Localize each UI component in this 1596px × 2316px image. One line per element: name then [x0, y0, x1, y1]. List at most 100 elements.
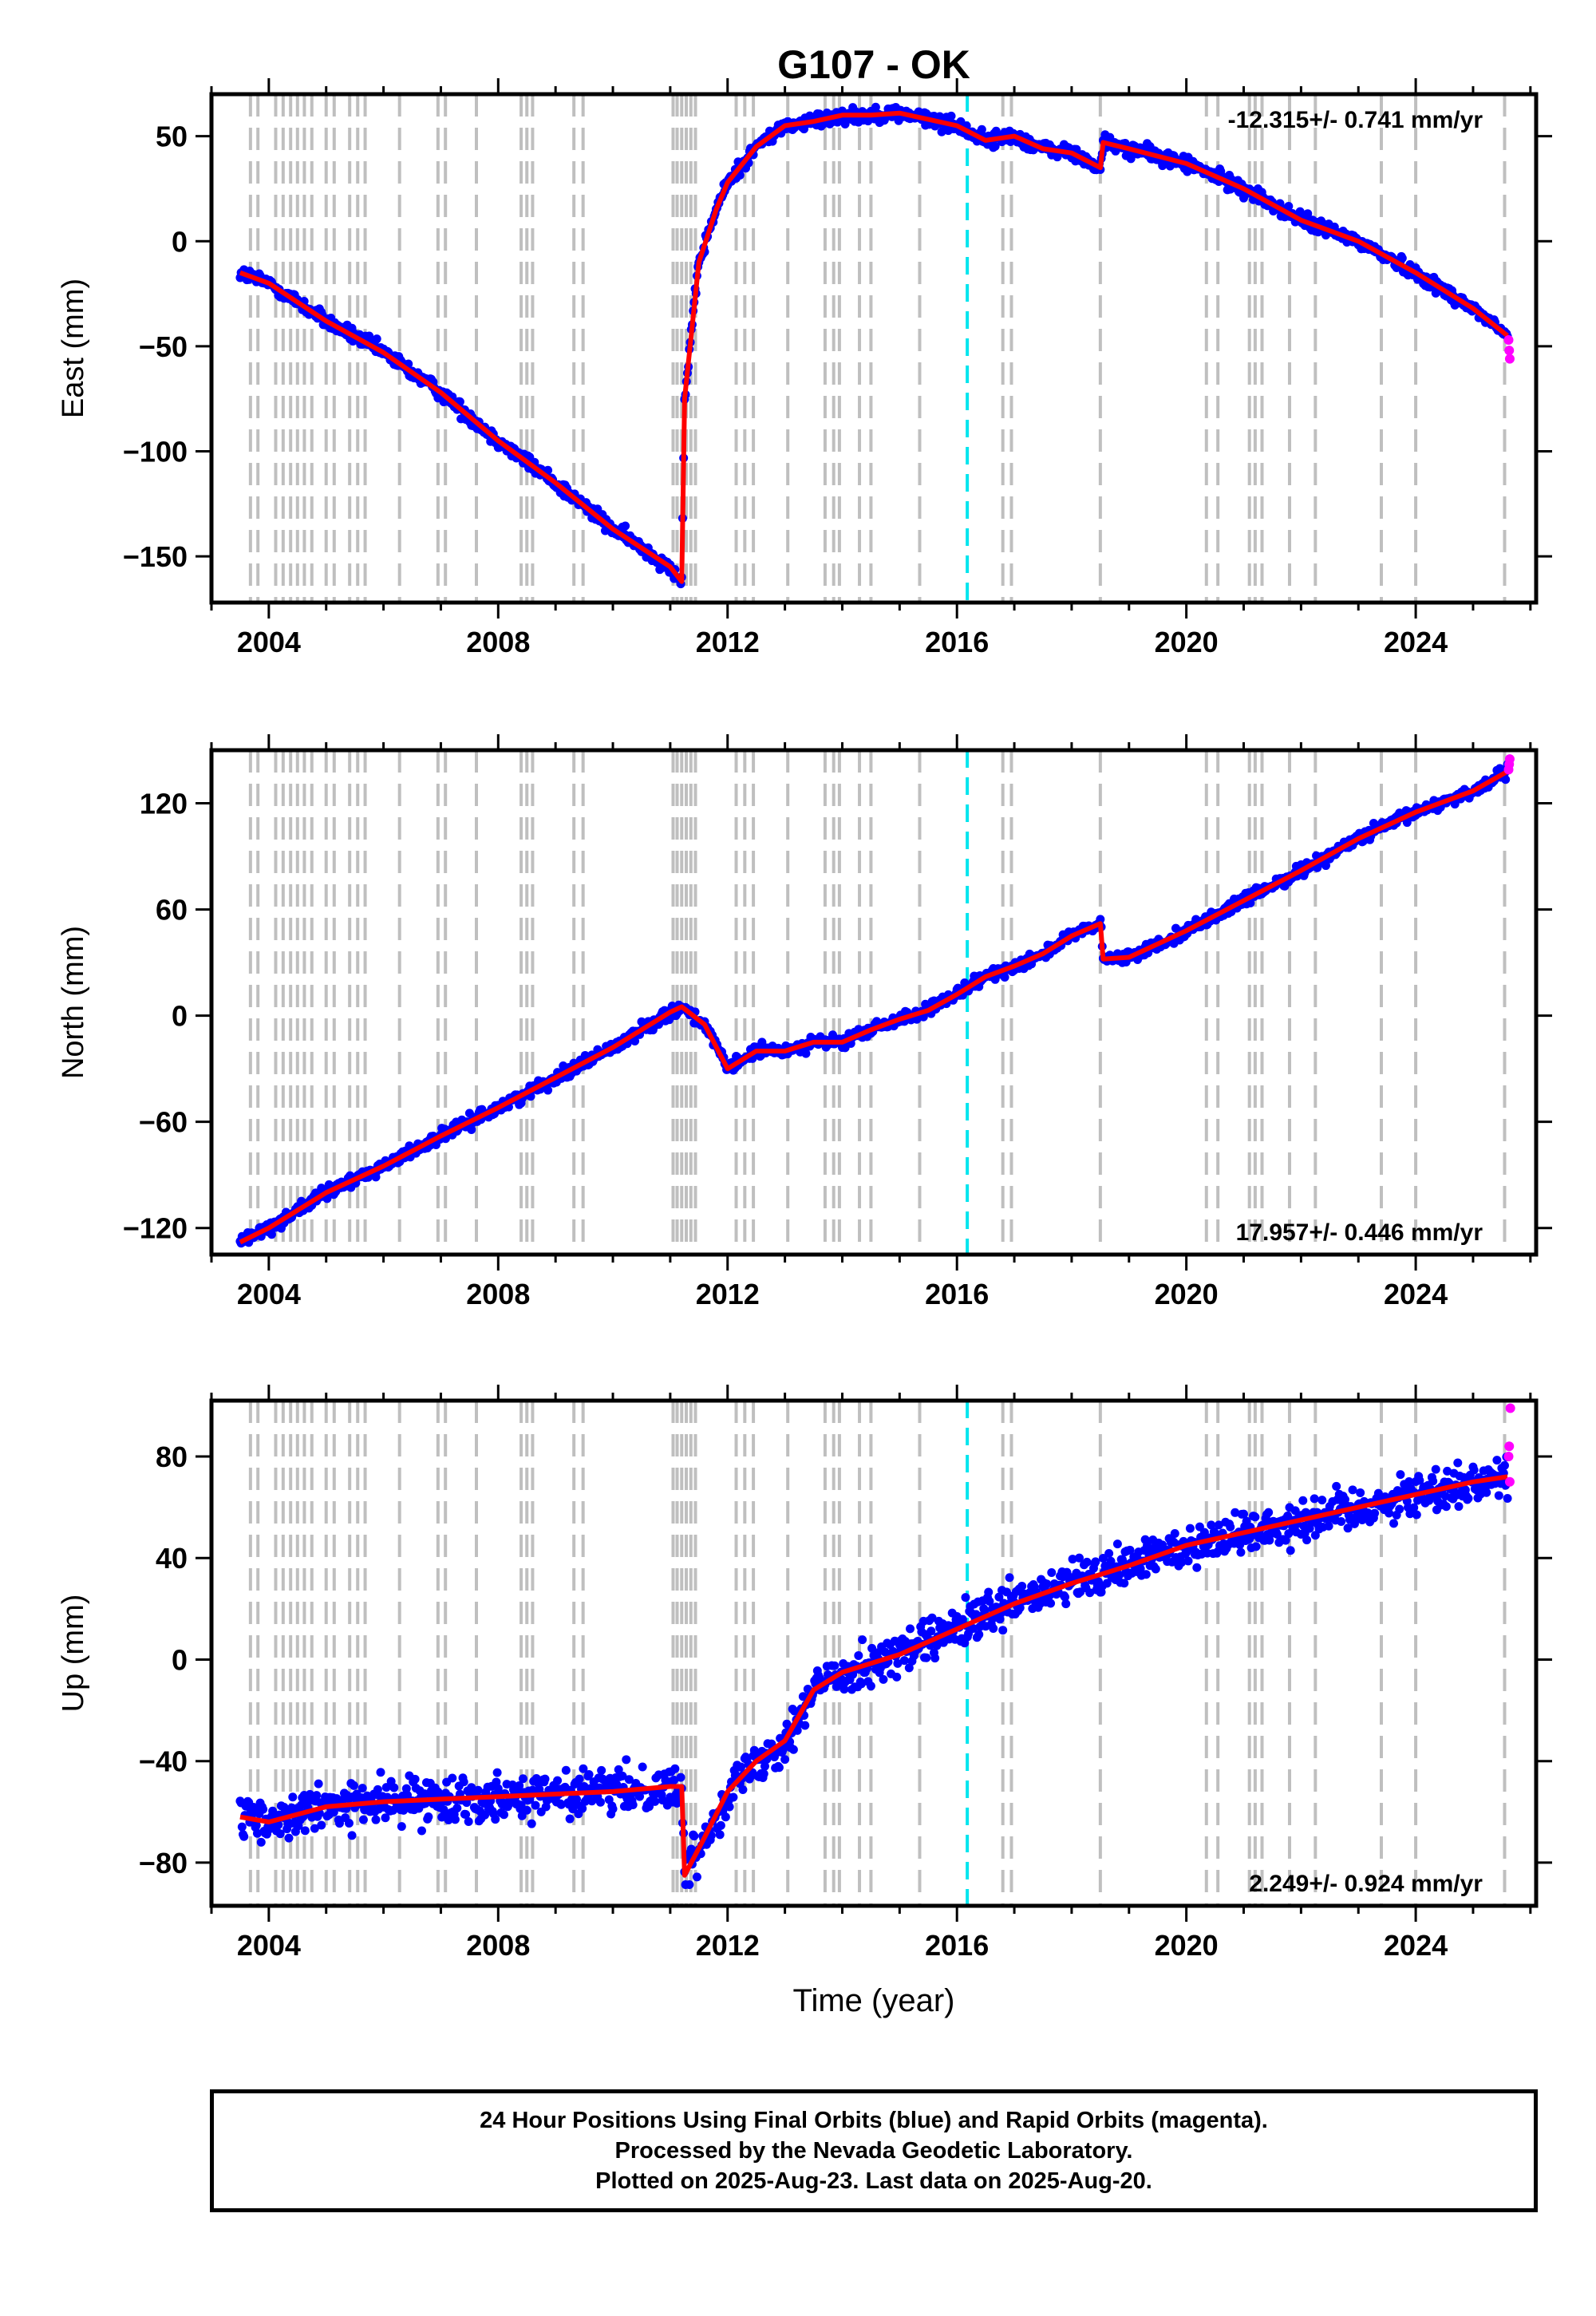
final-orbit-point	[1397, 253, 1407, 263]
y-tick-label: 60	[156, 894, 188, 927]
y-tick-label: −40	[139, 1745, 188, 1778]
final-orbit-point	[1324, 1521, 1333, 1531]
final-orbit-point	[1185, 1524, 1195, 1533]
final-orbit-point	[1239, 1509, 1249, 1519]
final-orbit-point	[715, 1830, 725, 1840]
final-orbit-point	[946, 111, 956, 121]
plot-area-up	[235, 1401, 1515, 1906]
final-orbit-point	[670, 1775, 679, 1784]
final-orbit-point	[1310, 1494, 1319, 1504]
final-orbit-point	[1337, 1516, 1346, 1526]
final-orbit-point	[670, 1764, 680, 1773]
final-orbit-point	[1125, 1545, 1135, 1555]
final-orbit-point	[1047, 1567, 1057, 1577]
final-orbit-point	[974, 1630, 984, 1639]
final-orbit-point	[464, 1816, 473, 1826]
y-axis-label-up: Up (mm)	[57, 1595, 90, 1713]
y-tick-label: −150	[123, 540, 188, 573]
final-orbit-point	[1091, 1557, 1100, 1567]
final-orbit-point	[1464, 1494, 1473, 1504]
final-orbit-point	[689, 1832, 699, 1841]
final-orbit-point	[358, 1784, 367, 1793]
final-orbit-point	[977, 124, 986, 134]
final-orbit-point	[1115, 1570, 1124, 1579]
rapid-orbit-point	[1504, 1441, 1515, 1452]
y-tick-label: 120	[140, 788, 188, 820]
final-orbit-point	[424, 1812, 433, 1821]
model-fit-line-east	[239, 110, 1509, 584]
final-orbit-point	[274, 1820, 283, 1830]
final-orbit-point	[800, 1721, 810, 1730]
plot-frame-up	[209, 1398, 1539, 1908]
final-orbit-point	[879, 1674, 888, 1684]
y-tick-label: −80	[139, 1847, 188, 1879]
y-axis-label-north: North (mm)	[57, 926, 90, 1079]
rapid-orbit-point	[1504, 346, 1515, 356]
final-orbit-point	[492, 1768, 502, 1777]
final-orbit-point	[608, 1804, 618, 1814]
final-orbit-point	[314, 1779, 323, 1788]
x-tick-label: 2008	[466, 1278, 530, 1310]
x-tick-label: 2024	[1384, 626, 1448, 658]
final-orbit-point	[630, 1036, 640, 1045]
final-orbit-point	[854, 1650, 863, 1660]
rapid-orbit-point	[1504, 754, 1515, 765]
final-orbit-point	[1428, 1476, 1438, 1486]
final-orbit-point	[1503, 1493, 1512, 1503]
final-orbit-point	[347, 1831, 357, 1840]
final-orbit-point	[531, 1800, 540, 1810]
final-orbit-point	[312, 1791, 322, 1800]
final-orbit-point	[1302, 1535, 1312, 1545]
final-orbit-points-north	[235, 760, 1512, 1248]
final-orbit-point	[1412, 1510, 1421, 1520]
final-orbit-point	[985, 1597, 994, 1607]
final-orbit-point	[575, 1774, 584, 1784]
rapid-orbit-point	[1504, 354, 1515, 364]
x-tick-label: 2024	[1384, 1929, 1448, 1962]
final-orbit-point	[540, 1774, 550, 1784]
final-orbit-point	[267, 1230, 276, 1239]
final-orbit-points-east	[235, 102, 1512, 589]
model-fit-line-up	[239, 1474, 1508, 1878]
final-orbit-point	[1017, 1581, 1027, 1591]
final-orbit-point	[1272, 1529, 1282, 1539]
final-orbit-point	[990, 141, 1000, 151]
final-orbit-point	[904, 1663, 914, 1673]
final-orbit-point	[322, 1194, 332, 1203]
x-tick-label: 2004	[237, 1278, 301, 1310]
x-tick-label: 2024	[1384, 1278, 1448, 1310]
final-orbit-point	[1085, 1588, 1095, 1598]
final-orbit-point	[1236, 1547, 1246, 1557]
final-orbit-point	[839, 1685, 849, 1694]
final-orbit-point	[1499, 1460, 1509, 1470]
footer-notes-box: 24 Hour Positions Using Final Orbits (bl…	[210, 2089, 1538, 2212]
final-orbit-point	[1389, 1519, 1399, 1528]
y-tick-label: −60	[139, 1106, 188, 1139]
final-orbit-point	[848, 1670, 858, 1679]
final-orbit-point	[815, 1673, 824, 1682]
final-orbit-point	[927, 1613, 937, 1622]
final-orbit-point	[1492, 1456, 1502, 1465]
final-orbit-point	[738, 1784, 748, 1794]
final-orbit-point	[459, 1777, 468, 1787]
rapid-orbit-point	[1505, 1403, 1515, 1413]
final-orbit-point	[994, 1592, 1004, 1602]
final-orbit-point	[899, 1656, 909, 1666]
final-orbit-point	[1356, 1488, 1365, 1497]
final-orbit-point	[516, 1800, 526, 1810]
final-orbit-point	[518, 1774, 527, 1784]
final-orbit-point	[251, 1820, 261, 1830]
final-orbit-point	[450, 1815, 460, 1824]
final-orbit-point	[1192, 1563, 1202, 1572]
chart-title: G107 - OK	[777, 42, 970, 87]
final-orbit-point	[473, 1785, 483, 1795]
x-tick-label: 2016	[925, 1929, 989, 1962]
final-orbit-point	[1265, 1535, 1274, 1545]
final-orbit-point	[410, 1774, 420, 1784]
final-orbit-point	[1231, 1508, 1240, 1517]
final-orbit-point	[932, 1641, 942, 1650]
final-orbit-point	[578, 1804, 587, 1813]
rate-label-north: 17.957+/- 0.446 mm/yr	[1236, 1219, 1483, 1246]
final-orbit-point	[1075, 1553, 1084, 1563]
final-orbit-point	[597, 1765, 606, 1775]
